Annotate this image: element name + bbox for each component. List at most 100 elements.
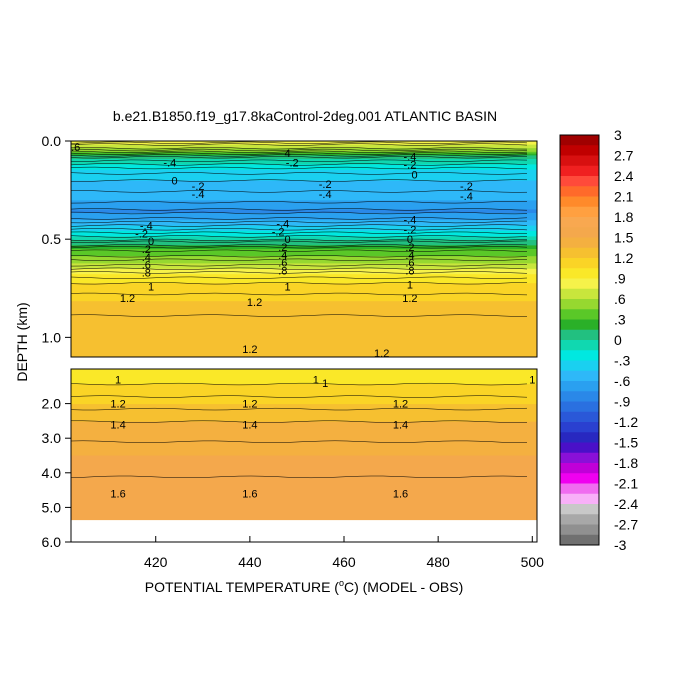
colorbar-swatch: [560, 278, 599, 290]
contour-label: 0: [407, 234, 413, 246]
heatmap-cell: [71, 392, 537, 395]
colorbar-label: -.6: [614, 373, 631, 389]
colorbar-swatch: [560, 165, 599, 177]
heatmap-cell: [71, 397, 537, 400]
heatmap-cell: [71, 175, 537, 178]
heatmap-cell: [71, 471, 537, 474]
heatmap-cell: [71, 330, 537, 333]
heatmap-cell: [71, 285, 537, 288]
contour-line: [71, 271, 528, 274]
heatmap-cell: [71, 380, 537, 383]
colorbar-swatch: [560, 145, 599, 156]
heatmap-cell: [71, 489, 537, 492]
contour-line: [71, 238, 528, 242]
heatmap-cell: [71, 485, 537, 488]
heatmap-cell: [71, 322, 537, 326]
heatmap-cell: [71, 448, 537, 450]
contour-label: .4: [278, 250, 287, 262]
contour-label: .8: [142, 268, 151, 280]
heatmap-cell: [71, 381, 537, 384]
heatmap-cell: [71, 475, 537, 478]
x-axis-label-suffix: C) (MODEL - OBS): [344, 579, 463, 595]
heatmap-cell: [71, 247, 537, 250]
heatmap-cell: [71, 267, 537, 270]
colorbar-swatch: [560, 227, 599, 238]
colorbar-swatch: [560, 186, 599, 197]
heatmap-cell: [71, 335, 537, 338]
colorbar-swatch: [560, 370, 599, 382]
contour-line: [71, 154, 528, 157]
colorbar-swatch: [560, 340, 599, 351]
heatmap-cell: [71, 317, 537, 320]
colorbar-label: .9: [614, 271, 626, 287]
heatmap-cell: [71, 295, 537, 299]
colorbar-swatch: [560, 299, 599, 310]
heatmap-cell: [71, 496, 537, 499]
heatmap-cell: [71, 453, 537, 455]
contour-label: -.2: [135, 228, 148, 240]
colorbar: 3 2.7 2.4 2.1 1.8 1.5 1.2 .9 .6 .3 0 -.3 -.6 -.9 -1.2 -…: [559, 127, 638, 553]
heatmap-cell: [71, 220, 537, 223]
colorbar-swatch: [560, 155, 599, 167]
x-axis: 420 440 460 480 500: [144, 536, 544, 570]
contour-label: 1.2: [402, 293, 417, 305]
heatmap-cell: [71, 277, 537, 281]
contour-line: [71, 292, 528, 296]
heatmap-cell: [71, 455, 537, 458]
heatmap-cell: [71, 498, 537, 501]
heatmap-cell: [71, 394, 537, 396]
chart-title: b.e21.B1850.f19_g17.8kaControl-2deg.001 …: [113, 108, 497, 124]
x-axis-label: POTENTIAL TEMPERATURE (oC) (MODEL - OBS): [145, 578, 464, 595]
contour-label: 1: [313, 374, 319, 386]
y-tick-label: 6.0: [42, 534, 62, 550]
heatmap-cell: [71, 436, 537, 439]
heatmap-cell: [71, 187, 537, 191]
heatmap-cell: [71, 399, 537, 401]
contour-line: [71, 231, 528, 234]
heatmap-cell: [71, 223, 537, 227]
contour-line: [71, 211, 528, 215]
colorbar-label: -2.7: [614, 517, 638, 533]
heatmap-cell: [71, 209, 537, 212]
heatmap-cell: [71, 342, 537, 345]
heatmap-cell: [71, 319, 537, 322]
contour-label: -.4: [192, 189, 205, 201]
x-tick-label: 460: [332, 554, 356, 570]
contour-label: 1.4: [393, 419, 408, 431]
contour-line: [71, 172, 528, 175]
colorbar-label: -3: [614, 537, 627, 553]
contour-line: [71, 143, 528, 146]
contour-line: [71, 179, 528, 182]
heatmap-cell: [71, 490, 537, 493]
colorbar-label: .6: [614, 291, 626, 307]
colorbar-swatch: [560, 237, 599, 249]
heatmap-cell: [71, 241, 537, 245]
contour-line: [71, 420, 528, 423]
heatmap-cell: [71, 337, 537, 340]
heatmap-cell: [71, 500, 537, 503]
heatmap-cell: [71, 412, 537, 415]
heatmap-cell: [71, 409, 537, 411]
heatmap-cell: [71, 415, 537, 418]
upper-panel-frame: [70, 140, 538, 358]
heatmap-cell: [71, 374, 537, 376]
colorbar-label: -.3: [614, 353, 631, 369]
heatmap-cell: [71, 177, 537, 180]
heatmap-cell: [71, 182, 537, 185]
contour-label: .8: [405, 266, 414, 278]
heatmap-cell: [71, 164, 537, 167]
heatmap-cell: [71, 270, 537, 273]
colorbar-swatch: [560, 329, 599, 341]
heatmap-cell: [71, 419, 537, 422]
contour-label: -.4: [403, 152, 416, 164]
lower-panel-frame: [70, 368, 538, 543]
colorbar-swatch: [560, 452, 599, 464]
heatmap-cell: [71, 250, 537, 254]
heatmap-cell: [71, 402, 537, 405]
heatmap-cell: [71, 189, 537, 192]
heatmap-cell: [71, 225, 537, 228]
heatmap-cell: [71, 456, 537, 459]
heatmap-cell: [71, 178, 537, 182]
heatmap-cell: [71, 509, 537, 512]
contour-line: [71, 156, 528, 159]
